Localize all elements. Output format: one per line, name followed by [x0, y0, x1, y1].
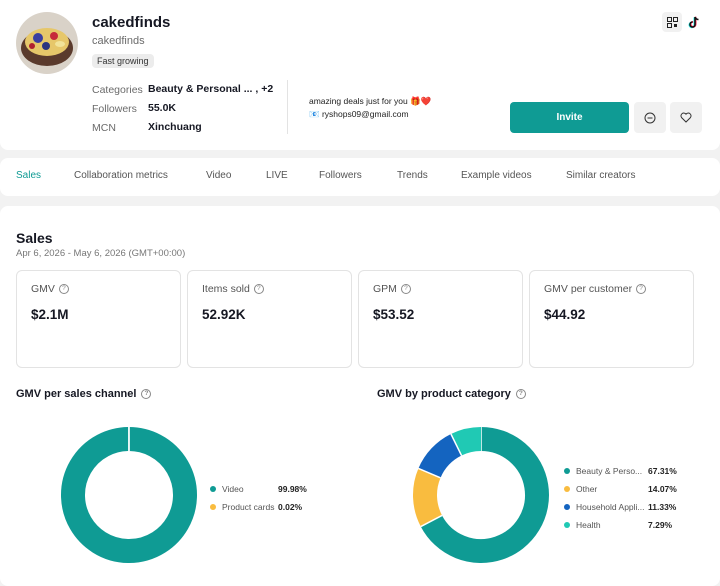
divider — [287, 80, 288, 134]
legend-item[interactable]: Beauty & Perso...67.31% — [564, 462, 677, 480]
tab-sales[interactable]: Sales — [16, 170, 41, 181]
help-icon[interactable]: ? — [59, 284, 69, 294]
help-icon[interactable]: ? — [254, 284, 264, 294]
donut-slice-other[interactable] — [425, 473, 431, 521]
legend-label: Other — [576, 484, 648, 494]
legend-item[interactable]: Household Appli...11.33% — [564, 498, 677, 516]
date-range: Apr 6, 2026 - May 6, 2026 (GMT+00:00) — [16, 248, 185, 259]
legend-percentage: 14.07% — [648, 484, 677, 494]
legend-percentage: 0.02% — [278, 502, 302, 512]
status-badge: Fast growing — [92, 54, 154, 68]
help-icon[interactable]: ? — [516, 389, 526, 399]
legend-dot — [564, 504, 570, 510]
product-category-donut-chart — [412, 426, 550, 564]
metric-card-gmv-per-customer: GMV per customer? $44.92 — [529, 270, 694, 368]
qr-code-icon[interactable] — [662, 12, 682, 32]
legend-dot — [210, 486, 216, 492]
legend-label: Product cards — [222, 502, 278, 512]
tab-trends[interactable]: Trends — [397, 170, 428, 181]
chart-title-sales-channel: GMV per sales channel? — [16, 388, 151, 400]
help-icon[interactable]: ? — [636, 284, 646, 294]
metric-label: GMV — [31, 283, 55, 295]
message-button[interactable] — [634, 102, 666, 133]
followers-value: 55.0K — [148, 102, 176, 114]
legend-dot — [210, 504, 216, 510]
creator-handle: cakedfinds — [92, 35, 145, 47]
donut-slice-household-appli[interactable] — [429, 445, 456, 473]
help-icon[interactable]: ? — [141, 389, 151, 399]
chart-title: GMV per sales channel — [16, 388, 136, 400]
section-title: Sales — [16, 230, 53, 246]
legend-percentage: 7.29% — [648, 520, 672, 530]
donut-slice-health[interactable] — [456, 439, 481, 445]
metric-card-items-sold: Items sold? 52.92K — [187, 270, 352, 368]
legend-percentage: 11.33% — [648, 502, 676, 512]
metric-card-gpm: GPM? $53.52 — [358, 270, 523, 368]
metric-label: GPM — [373, 283, 397, 295]
metric-card-gmv: GMV? $2.1M — [16, 270, 181, 368]
followers-label: Followers — [92, 103, 137, 115]
categories-value[interactable]: Beauty & Personal ... , +2 — [148, 83, 273, 95]
mcn-label: MCN — [92, 122, 116, 134]
legend-dot — [564, 468, 570, 474]
tab-example-videos[interactable]: Example videos — [461, 170, 532, 181]
tiktok-icon[interactable] — [684, 12, 704, 32]
legend-dot — [564, 486, 570, 492]
chart-title: GMV by product category — [377, 388, 511, 400]
message-icon — [644, 112, 656, 124]
sales-channel-donut-chart — [60, 426, 198, 564]
metric-value: 52.92K — [202, 307, 246, 322]
donut-slice-video[interactable] — [73, 439, 185, 551]
tab-bar: Sales Collaboration metrics Video LIVE F… — [0, 158, 720, 196]
tab-similar-creators[interactable]: Similar creators — [566, 170, 635, 181]
sales-section: Sales Apr 6, 2026 - May 6, 2026 (GMT+00:… — [0, 206, 720, 586]
creator-profile-card: cakedfinds cakedfinds Fast growing Categ… — [0, 0, 720, 150]
metric-label: GMV per customer — [544, 283, 632, 295]
legend-label: Household Appli... — [576, 502, 648, 512]
legend-dot — [564, 522, 570, 528]
invite-button[interactable]: Invite — [510, 102, 629, 133]
metric-label: Items sold — [202, 283, 250, 295]
avatar[interactable] — [16, 12, 78, 74]
heart-icon — [680, 112, 692, 123]
creator-bio: amazing deals just for you 🎁❤️ — [309, 96, 431, 107]
legend-percentage: 67.31% — [648, 466, 677, 476]
tab-collaboration-metrics[interactable]: Collaboration metrics — [74, 170, 168, 181]
tab-video[interactable]: Video — [206, 170, 231, 181]
help-icon[interactable]: ? — [401, 284, 411, 294]
metric-value: $53.52 — [373, 307, 414, 322]
legend-percentage: 99.98% — [278, 484, 307, 494]
tab-live[interactable]: LIVE — [266, 170, 288, 181]
legend-label: Health — [576, 520, 648, 530]
creator-email: 📧 ryshops09@gmail.com — [309, 109, 409, 120]
legend-label: Video — [222, 484, 278, 494]
creator-username: cakedfinds — [92, 14, 170, 31]
tab-followers[interactable]: Followers — [319, 170, 362, 181]
legend-label: Beauty & Perso... — [576, 466, 648, 476]
chart-title-product-category: GMV by product category? — [377, 388, 526, 400]
categories-label: Categories — [92, 84, 143, 96]
mcn-value: Xinchuang — [148, 121, 202, 133]
metric-value: $2.1M — [31, 307, 69, 322]
metric-value: $44.92 — [544, 307, 585, 322]
favorite-button[interactable] — [670, 102, 702, 133]
